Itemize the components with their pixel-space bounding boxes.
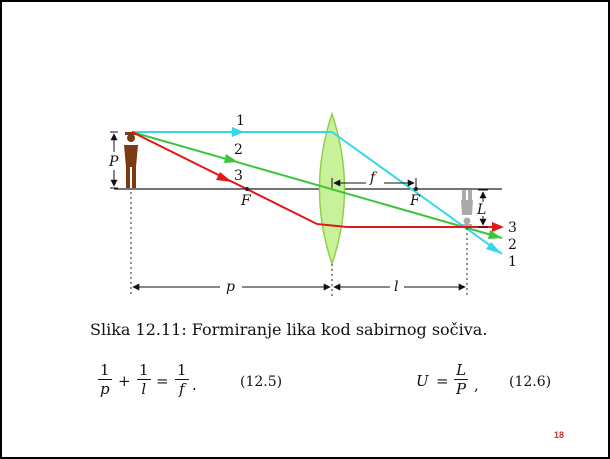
eq1-num-2: 1 — [139, 361, 149, 379]
eq2-number: (12.6) — [509, 374, 552, 390]
image-distance-label: l — [394, 279, 398, 295]
ray-1-exit-arrow — [486, 242, 502, 254]
ray-1-label: 1 — [236, 113, 245, 129]
eq2-lhs: U — [416, 372, 429, 390]
eq1-den-2: l — [141, 380, 147, 398]
ray-2 — [131, 131, 503, 239]
object-height-label: P — [108, 154, 119, 170]
focal-length-label: f — [369, 170, 378, 186]
ray-1-arrow — [232, 127, 244, 137]
eq1-fraction-1: 1 p — [98, 362, 112, 397]
eq1-fraction-2: 1 l — [137, 362, 151, 397]
object-figure — [124, 132, 138, 188]
ray-2-label: 2 — [234, 142, 243, 158]
ray-2-exit-label: 2 — [508, 237, 517, 253]
image-figure — [461, 190, 473, 226]
object-height-marker — [110, 131, 118, 189]
ray-3 — [131, 131, 502, 228]
eq2-num: L — [456, 361, 467, 379]
eq2-fraction: L P — [454, 361, 469, 398]
eq1-fraction-3: 1 f — [175, 362, 189, 397]
ray-1 — [132, 131, 503, 255]
ray-3-exit-label: 3 — [508, 220, 517, 236]
focus-left-label: F — [240, 193, 252, 209]
eq2-equals: = — [436, 372, 449, 390]
ray-1-exit-label: 1 — [508, 254, 517, 270]
eq1-bar-3 — [175, 379, 189, 380]
ray-2-exit-arrow — [488, 230, 502, 239]
eq1-num-3: 1 — [177, 361, 187, 379]
ray-2-arrow — [224, 154, 238, 163]
eq1-period: . — [192, 376, 197, 394]
image-height-label: L — [476, 202, 486, 218]
ray-3-exit-arrow — [492, 222, 504, 232]
eq1-bar-2 — [137, 379, 151, 380]
ray-3-arrow — [216, 172, 232, 182]
eq1-plus: + — [118, 372, 131, 390]
eq2-bar — [454, 379, 469, 380]
eq1-equals: = — [156, 372, 169, 390]
focus-right-point — [414, 187, 418, 191]
focus-right-label: F — [409, 193, 421, 209]
eq2-comma: , — [474, 376, 479, 394]
eq1-bar-1 — [98, 379, 112, 380]
eq1-den-3: f — [178, 380, 185, 398]
object-distance-label: p — [226, 279, 235, 295]
focus-left-point — [245, 187, 249, 191]
eq1-number: (12.5) — [240, 374, 283, 390]
eq1-den-1: p — [100, 380, 110, 398]
focal-length-marker — [331, 178, 417, 188]
ray-3-label: 3 — [234, 168, 243, 184]
eq1-num-1: 1 — [100, 361, 110, 379]
page-number: 18 — [554, 430, 565, 440]
image-height-marker — [478, 189, 488, 228]
distance-guides — [130, 192, 468, 296]
figure-caption: Slika 12.11: Formiranje lika kod sabirno… — [90, 320, 488, 339]
eq2-den: P — [456, 380, 467, 398]
